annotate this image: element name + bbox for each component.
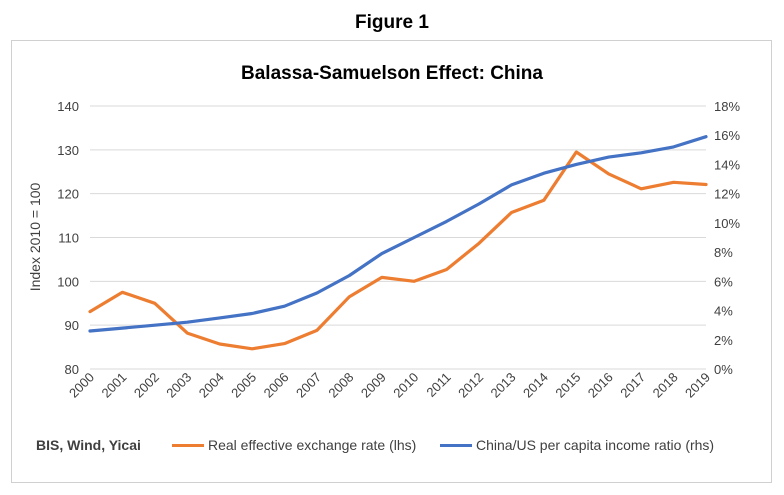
gridlines: [90, 105, 706, 370]
y-right-tick-label: 12%: [714, 187, 740, 202]
source-note: BIS, Wind, Yicai: [36, 437, 141, 453]
y-right-tick-label: 8%: [714, 245, 733, 260]
y-axis-left-label: Index 2010 = 100: [27, 182, 43, 291]
x-axis-ticks: 2000 2001 2002 2003 2004 2005 2006 2007 2008 2009…: [66, 370, 713, 401]
x-tick-label: 2001: [98, 370, 129, 401]
x-tick-label: 2014: [520, 370, 551, 401]
series-layer: [88, 135, 708, 351]
y-axis-left-ticks: 140 130 120 110 100 90 80: [57, 99, 79, 377]
x-tick-label: 2007: [293, 370, 324, 401]
x-tick-label: 2019: [682, 370, 713, 401]
legend-label-income: China/US per capita income ratio (rhs): [476, 437, 715, 453]
chart-frame: [11, 40, 772, 483]
chart-title: Balassa-Samuelson Effect: China: [241, 63, 543, 84]
x-tick-label: 2004: [196, 370, 227, 401]
x-tick-label: 2009: [358, 370, 389, 401]
x-tick-label: 2011: [423, 370, 453, 400]
y-left-tick-label: 80: [65, 362, 79, 377]
y-left-tick-label: 140: [57, 99, 79, 114]
x-tick-label: 2012: [455, 370, 486, 401]
y-right-tick-label: 14%: [714, 157, 740, 172]
y-left-tick-label: 110: [58, 231, 79, 246]
y-axis-right-ticks: 18% 16% 14% 12% 10% 8% 6% 4% 2% 0%: [714, 99, 740, 377]
y-right-tick-label: 10%: [714, 216, 740, 231]
legend-swatch-reer: [172, 443, 204, 447]
y-right-tick-label: 18%: [714, 99, 740, 114]
y-right-tick-label: 4%: [714, 304, 733, 319]
x-tick-label: 2003: [163, 370, 194, 401]
series-line-reer: [88, 150, 708, 351]
y-left-tick-label: 130: [57, 143, 79, 158]
x-tick-label: 2013: [488, 370, 519, 401]
x-tick-label: 2010: [390, 370, 421, 401]
y-right-tick-label: 6%: [714, 274, 733, 289]
legend: BIS, Wind, Yicai Real effective exchange…: [0, 437, 784, 457]
y-left-tick-label: 90: [65, 318, 79, 333]
y-right-tick-label: 16%: [714, 128, 740, 143]
y-left-tick-label: 100: [57, 274, 79, 289]
series-line-income: [88, 135, 708, 333]
x-tick-label: 2017: [617, 370, 648, 401]
y-right-tick-label: 0%: [714, 362, 733, 377]
x-tick-label: 2016: [585, 370, 616, 401]
figure-label: Figure 1: [355, 12, 429, 33]
x-tick-label: 2018: [650, 370, 681, 401]
y-right-tick-label: 2%: [714, 333, 733, 348]
legend-item-income: China/US per capita income ratio (rhs): [440, 437, 714, 453]
legend-item-reer: Real effective exchange rate (lhs): [172, 437, 416, 453]
x-tick-label: 2008: [325, 370, 356, 401]
x-tick-label: 2002: [131, 370, 162, 401]
x-tick-label: 2015: [552, 370, 583, 401]
legend-label-reer: Real effective exchange rate (lhs): [208, 437, 417, 453]
y-left-tick-label: 120: [57, 187, 79, 202]
legend-swatch-income: [440, 443, 472, 447]
x-tick-label: 2005: [228, 370, 259, 401]
x-tick-label: 2006: [261, 370, 292, 401]
